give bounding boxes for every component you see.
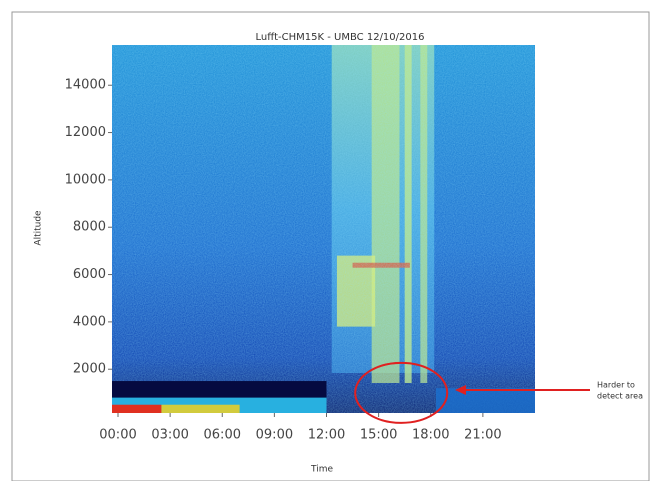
y-tick-label: 14000	[65, 78, 106, 93]
y-tick-label: 12000	[65, 125, 106, 140]
annotation-arrowhead	[455, 385, 466, 395]
x-tick-label: 21:00	[464, 428, 501, 443]
x-tick-label: 00:00	[99, 428, 136, 443]
y-tick-label: 10000	[65, 172, 106, 187]
x-tick-label: 15:00	[360, 428, 397, 443]
annotation-text: detect area	[597, 392, 643, 401]
y-tick-label: 6000	[73, 267, 106, 282]
x-axis-label: Time	[310, 465, 333, 475]
x-tick-label: 09:00	[256, 428, 293, 443]
x-tick-label: 03:00	[151, 428, 188, 443]
y-tick-label: 8000	[73, 220, 106, 235]
x-tick-label: 12:00	[308, 428, 345, 443]
chart-title: Lufft-CHM15K - UMBC 12/10/2016	[256, 32, 425, 43]
annotation-text: Harder to	[597, 381, 635, 390]
frame	[11, 11, 650, 481]
annotation-ellipse	[354, 361, 449, 424]
heatmap-ground-warm	[161, 404, 240, 413]
y-tick-label: 2000	[73, 362, 106, 377]
y-axis-label: Altitude	[34, 210, 44, 246]
x-tick-label: 06:00	[204, 428, 241, 443]
heatmap-noise	[112, 45, 535, 413]
heatmap-low2	[435, 388, 535, 413]
x-tick-label: 18:00	[412, 428, 449, 443]
y-tick-label: 4000	[73, 314, 106, 329]
heatmap-ground-hot	[112, 404, 162, 413]
heatmap	[112, 45, 535, 413]
